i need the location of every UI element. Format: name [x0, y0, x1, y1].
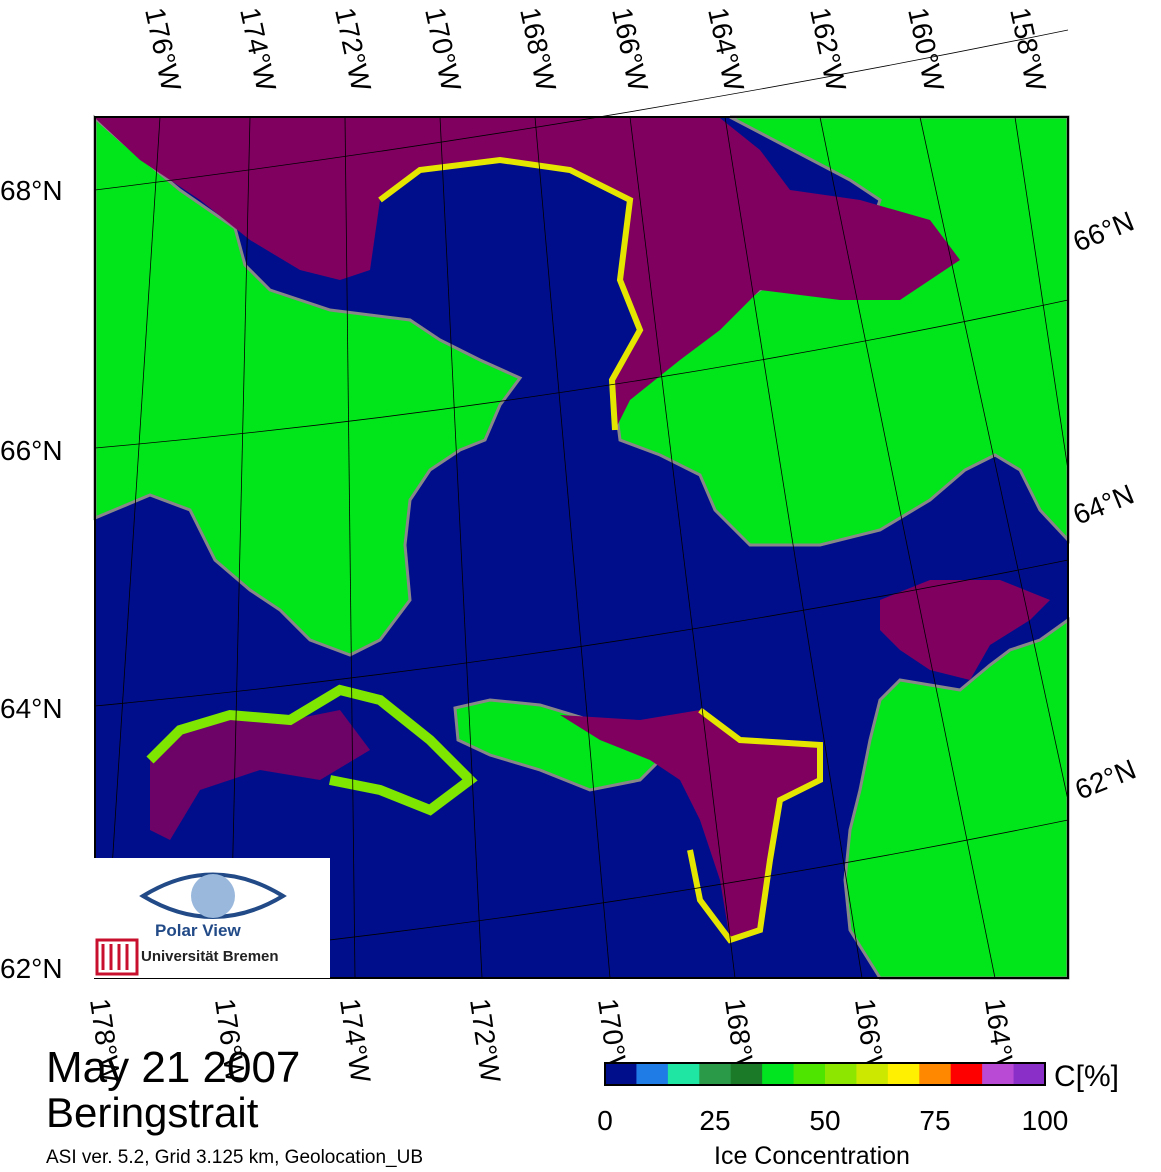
colorbar-swatch [887, 1063, 920, 1085]
lat-label-left: 64°N [0, 693, 63, 724]
land-st-lawrence [453, 698, 663, 792]
colorbar-tick-label: 100 [1022, 1105, 1069, 1136]
lon-label-top: 174°W [234, 5, 282, 95]
lon-labels-top: 176°W 174°W 172°W 170°W 168°W 166°W 164°W 162°W… [139, 5, 1052, 95]
colorbar-swatch [667, 1063, 700, 1085]
lon-label-top: 168°W [514, 5, 562, 95]
lat-labels-right: 66°N 64°N 62°N [1069, 205, 1141, 805]
ice-edge-st-lawrence [687, 707, 823, 944]
colorbar [604, 1062, 1046, 1086]
colorbar-swatch [982, 1063, 1015, 1085]
map-metadata: ASI ver. 5.2, Grid 3.125 km, Geolocation… [46, 1147, 424, 1168]
colorbar-swatch [856, 1063, 889, 1085]
colorbar-tick-label: 0 [597, 1105, 613, 1136]
map-frame [94, 116, 1069, 979]
lat-labels-left: 68°N 66°N 64°N 62°N [0, 175, 63, 984]
lon-label-top: 164°W [702, 5, 750, 95]
ice-st-lawrence-south [560, 710, 820, 940]
colorbar-caption: Ice Concentration [714, 1142, 910, 1170]
colorbar-swatch [919, 1063, 952, 1085]
colorbar-swatch [730, 1063, 763, 1085]
ice-anadyr [150, 710, 370, 840]
lat-label-left: 66°N [0, 435, 63, 466]
polar-view-logo: Polar View Universität Bremen [93, 858, 330, 978]
lon-label-top: 176°W [139, 5, 187, 95]
lon-label-top: 158°W [1004, 5, 1052, 95]
ice-edge-south [146, 684, 478, 816]
colorbar-swatch [699, 1063, 732, 1085]
colorbar-swatch [762, 1063, 795, 1085]
colorbar-swatch [636, 1063, 669, 1085]
map-date: May 21 2007 [46, 1043, 301, 1092]
colorbar-swatch [605, 1063, 637, 1085]
lat-label-right: 66°N [1069, 205, 1139, 257]
lon-label-bottom: 174°W [334, 997, 377, 1085]
colorbar-tick-label: 50 [809, 1105, 840, 1136]
map-region: Beringstrait [46, 1089, 259, 1136]
colorbar-frame [604, 1062, 1046, 1086]
lat-label-right: 62°N [1071, 753, 1141, 805]
lat-label-left: 68°N [0, 175, 63, 206]
lat-label-left: 62°N [0, 953, 63, 984]
ice-chukchi-north [95, 118, 960, 430]
colorbar-unit: C[%] [1054, 1060, 1120, 1093]
colorbar-swatch [793, 1063, 826, 1085]
logo-university-text: Universität Bremen [141, 948, 279, 965]
colorbar-swatch [825, 1063, 857, 1085]
colorbar-tick-label: 75 [919, 1105, 950, 1136]
ice-edge-chukchi [378, 156, 644, 431]
colorbar-swatch [1013, 1063, 1046, 1085]
land-yukon [843, 617, 1070, 980]
lon-label-top: 160°W [902, 5, 950, 95]
logo-polar-view-text: Polar View [155, 921, 241, 940]
colorbar-ticks: 0 25 50 75 100 [597, 1105, 1068, 1136]
lon-label-top: 172°W [329, 5, 377, 95]
land-chukotka [93, 114, 523, 657]
lon-label-top: 170°W [419, 5, 467, 95]
colorbar-swatch [950, 1063, 983, 1085]
lon-label-top: 166°W [606, 5, 654, 95]
lon-label-top: 162°W [804, 5, 852, 95]
eye-logo-icon [95, 872, 287, 976]
lat-label-right: 64°N [1069, 478, 1139, 530]
lon-label-bottom: 172°W [464, 997, 507, 1085]
ice-norton-sound [880, 580, 1050, 680]
colorbar-tick-label: 25 [699, 1105, 730, 1136]
